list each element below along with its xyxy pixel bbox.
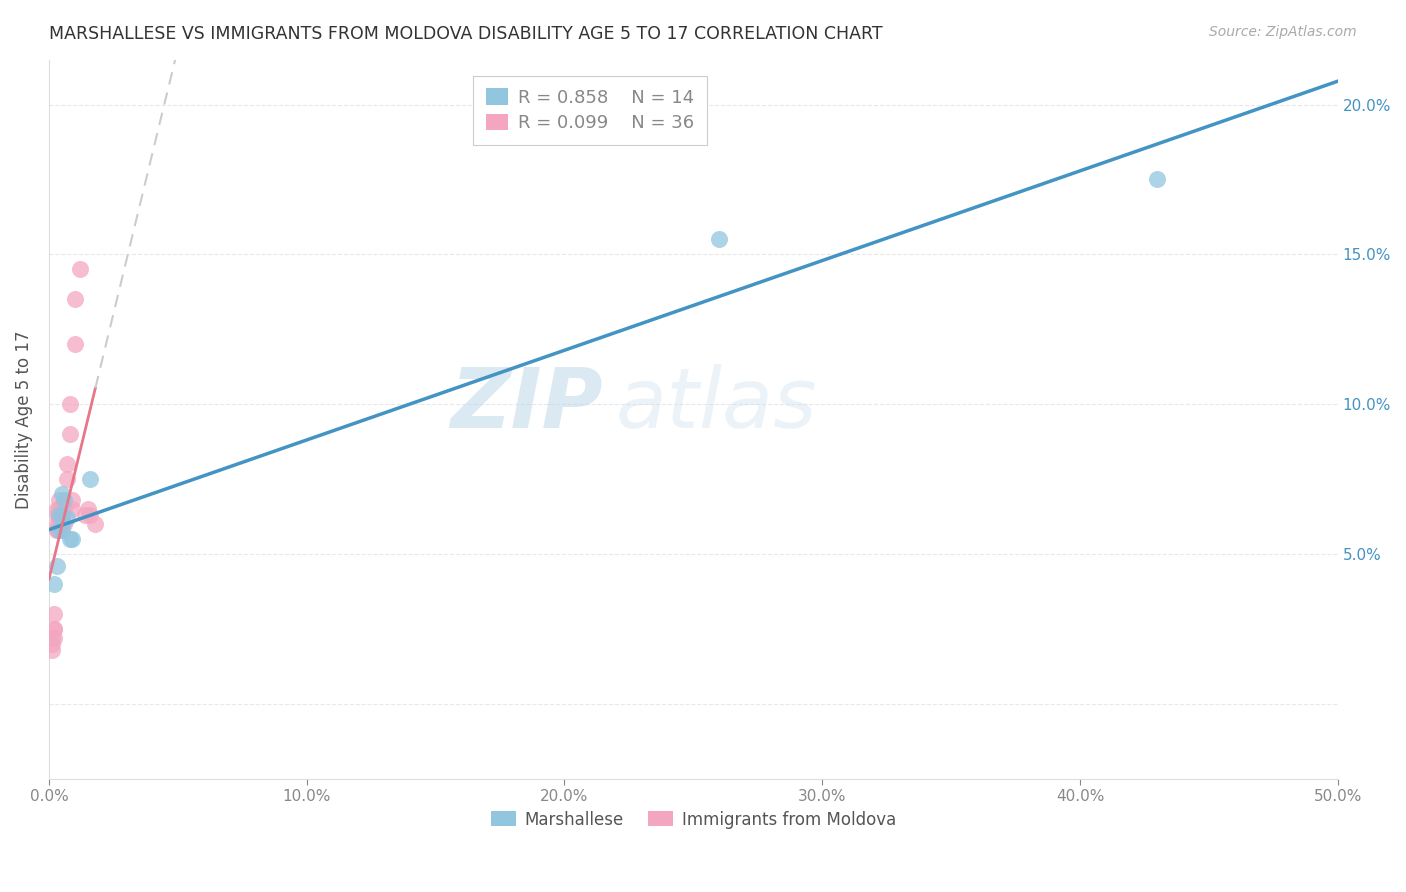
Point (76, 502, 98, 516)
Point (73, 508, 96, 523)
Point (51, 517, 73, 532)
Point (707, 232, 730, 246)
Point (45, 502, 67, 516)
Point (58, 397, 80, 411)
Point (51, 508, 73, 523)
Point (42, 607, 65, 621)
Point (45, 523, 67, 537)
Point (48, 502, 70, 516)
Point (48, 508, 70, 523)
Point (53, 502, 76, 516)
Text: atlas: atlas (616, 364, 818, 445)
Point (63, 293, 86, 307)
Point (56, 472, 79, 486)
Point (41, 643, 63, 657)
Point (45, 517, 67, 532)
Point (58, 427, 80, 442)
Point (69, 262, 91, 277)
Point (48, 517, 70, 532)
Point (45, 523, 67, 537)
Legend: Marshallese, Immigrants from Moldova: Marshallese, Immigrants from Moldova (484, 804, 903, 835)
Point (51, 508, 73, 523)
Point (45, 508, 67, 523)
Point (58, 532, 80, 546)
Point (79, 472, 101, 486)
Point (51, 502, 73, 516)
Point (41, 637, 63, 651)
Point (51, 523, 73, 537)
Point (41, 631, 63, 645)
Point (53, 493, 76, 508)
Y-axis label: Disability Age 5 to 17: Disability Age 5 to 17 (15, 330, 32, 508)
Point (48, 508, 70, 523)
Point (60, 493, 83, 508)
Point (48, 493, 70, 508)
Text: Source: ZipAtlas.com: Source: ZipAtlas.com (1209, 25, 1357, 39)
Point (45, 559, 67, 574)
Point (42, 631, 65, 645)
Point (79, 508, 101, 523)
Point (51, 508, 73, 523)
Point (60, 502, 83, 516)
Point (42, 577, 65, 591)
Point (63, 337, 86, 351)
Point (51, 517, 73, 532)
Point (51, 487, 73, 501)
Point (1146, 172, 1168, 186)
Point (53, 517, 76, 532)
Point (48, 523, 70, 537)
Point (56, 511, 79, 525)
Point (60, 532, 83, 546)
Text: MARSHALLESE VS IMMIGRANTS FROM MOLDOVA DISABILITY AGE 5 TO 17 CORRELATION CHART: MARSHALLESE VS IMMIGRANTS FROM MOLDOVA D… (49, 25, 883, 43)
Text: ZIP: ZIP (450, 364, 603, 445)
Point (84, 517, 107, 532)
Point (42, 622, 65, 636)
Point (56, 457, 79, 471)
Point (42, 622, 65, 636)
